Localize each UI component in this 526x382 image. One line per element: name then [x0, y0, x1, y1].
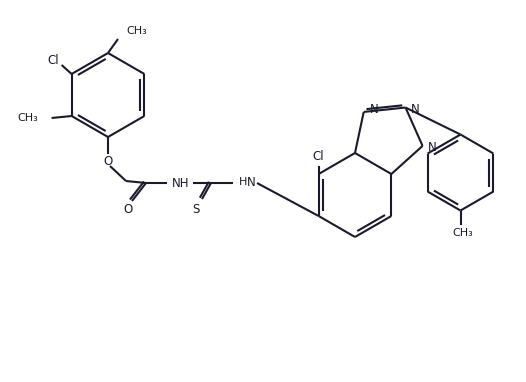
Text: Cl: Cl: [313, 149, 325, 162]
Text: S: S: [193, 202, 200, 215]
Text: N: N: [428, 141, 437, 154]
Text: O: O: [124, 202, 133, 215]
Text: Cl: Cl: [48, 53, 59, 66]
Text: N: N: [410, 103, 419, 116]
Text: O: O: [104, 154, 113, 167]
Text: N: N: [247, 175, 256, 188]
Text: CH₃: CH₃: [452, 228, 473, 238]
Text: NH: NH: [172, 176, 190, 189]
Text: CH₃: CH₃: [17, 113, 38, 123]
Text: N: N: [370, 104, 379, 117]
Text: CH₃: CH₃: [126, 26, 147, 36]
Text: H: H: [239, 177, 247, 187]
